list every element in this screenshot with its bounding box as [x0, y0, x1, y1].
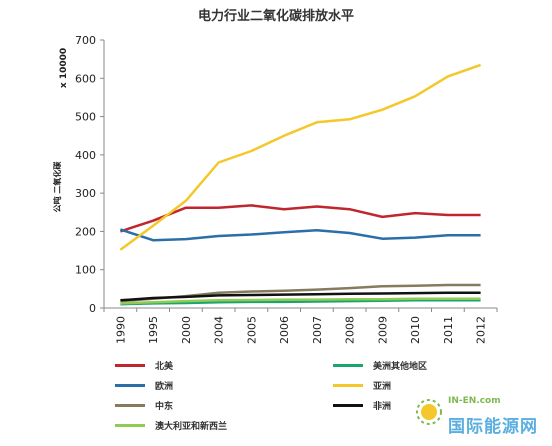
legend-item-6: 澳大利亚和新西兰 — [115, 416, 227, 434]
series-line-2 — [120, 228, 481, 242]
x-tick-label: 2008 — [344, 316, 357, 344]
legend-item-3: 亚洲 — [333, 376, 391, 394]
series-line-5 — [120, 291, 481, 302]
series-lines — [119, 63, 482, 306]
x-tick-label: 2006 — [278, 316, 291, 344]
legend-swatch — [115, 423, 145, 427]
axes — [100, 39, 498, 312]
legend-item-5: 非洲 — [333, 396, 391, 414]
legend-item-4: 中东 — [115, 396, 173, 414]
legend-item-2: 欧洲 — [115, 376, 173, 394]
sun-icon — [416, 399, 442, 425]
x-tick-label: 2009 — [376, 316, 389, 344]
y-tick-label: 500 — [75, 111, 96, 124]
legend-swatch — [333, 363, 363, 367]
y-tick-label: 300 — [75, 187, 96, 200]
y-tick-label: 200 — [75, 225, 96, 238]
legend-label: 澳大利亚和新西兰 — [155, 421, 228, 432]
x-tick-label: 2012 — [475, 316, 488, 344]
legend-label: 美洲其他地区 — [373, 361, 428, 372]
chart-title: 电力行业二氧化碳排放水平 — [198, 8, 354, 24]
watermark-cn: 国际能源网 — [448, 417, 538, 437]
y-axis-multiplier: x 10000 — [59, 48, 69, 88]
x-tick-label: 2007 — [311, 316, 324, 344]
y-tick-label: 100 — [75, 264, 96, 277]
x-tick-label: 2004 — [213, 316, 226, 344]
legend-label: 非洲 — [373, 401, 392, 412]
legend-item-0: 北美 — [115, 356, 173, 374]
legend-label: 欧洲 — [155, 381, 174, 392]
y-tick-label: 700 — [75, 34, 96, 47]
legend-swatch — [333, 383, 363, 387]
y-tick-label: 600 — [75, 72, 96, 85]
y-tick-labels: 0 100 200 300 400 500 600 700 — [75, 34, 96, 315]
x-tick-label: 2010 — [409, 316, 422, 344]
watermark-en: IN-EN.com — [448, 396, 501, 406]
legend-label: 亚洲 — [373, 381, 392, 392]
x-tick-label: 1995 — [147, 316, 160, 344]
legend-swatch — [115, 383, 145, 387]
legend-swatch — [333, 403, 363, 407]
y-tick-label: 400 — [75, 149, 96, 162]
x-tick-label: 2000 — [180, 316, 193, 344]
legend-item-1: 美洲其他地区 — [333, 356, 427, 374]
watermark-logo: IN-EN.com 国际能源网 — [414, 390, 544, 440]
series-line-6 — [120, 297, 481, 305]
series-line-1 — [120, 299, 481, 306]
legend-label: 北美 — [155, 361, 174, 372]
legend: 北美 美洲其他地区欧洲 亚洲中东 非洲澳大利亚和新西兰 — [115, 356, 535, 440]
legend-label: 中东 — [155, 401, 174, 412]
legend-swatch — [115, 363, 145, 367]
x-tick-label: 2011 — [442, 316, 455, 344]
series-line-3 — [119, 63, 482, 251]
x-tick-labels: 1990 1995 2000 2004 2005 2006 2007 2008 2009 2010… — [114, 316, 487, 344]
x-tick-label: 1990 — [114, 316, 127, 344]
legend-swatch — [115, 403, 145, 407]
x-tick-label: 2005 — [245, 316, 258, 344]
y-axis-label: 公吨 二氧化碳 — [52, 161, 62, 213]
series-line-0 — [120, 204, 481, 233]
y-tick-label: 0 — [89, 302, 96, 315]
